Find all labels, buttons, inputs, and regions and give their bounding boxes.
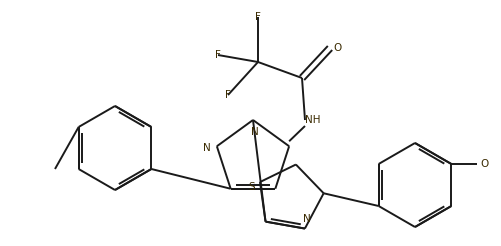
Text: F: F — [225, 90, 231, 100]
Text: S: S — [248, 182, 256, 192]
Text: O: O — [481, 159, 489, 169]
Text: N: N — [203, 143, 211, 153]
Text: N: N — [303, 214, 311, 224]
Text: O: O — [334, 43, 342, 53]
Text: NH: NH — [305, 115, 321, 125]
Text: F: F — [255, 12, 261, 22]
Text: F: F — [215, 50, 221, 60]
Text: N: N — [251, 127, 259, 137]
